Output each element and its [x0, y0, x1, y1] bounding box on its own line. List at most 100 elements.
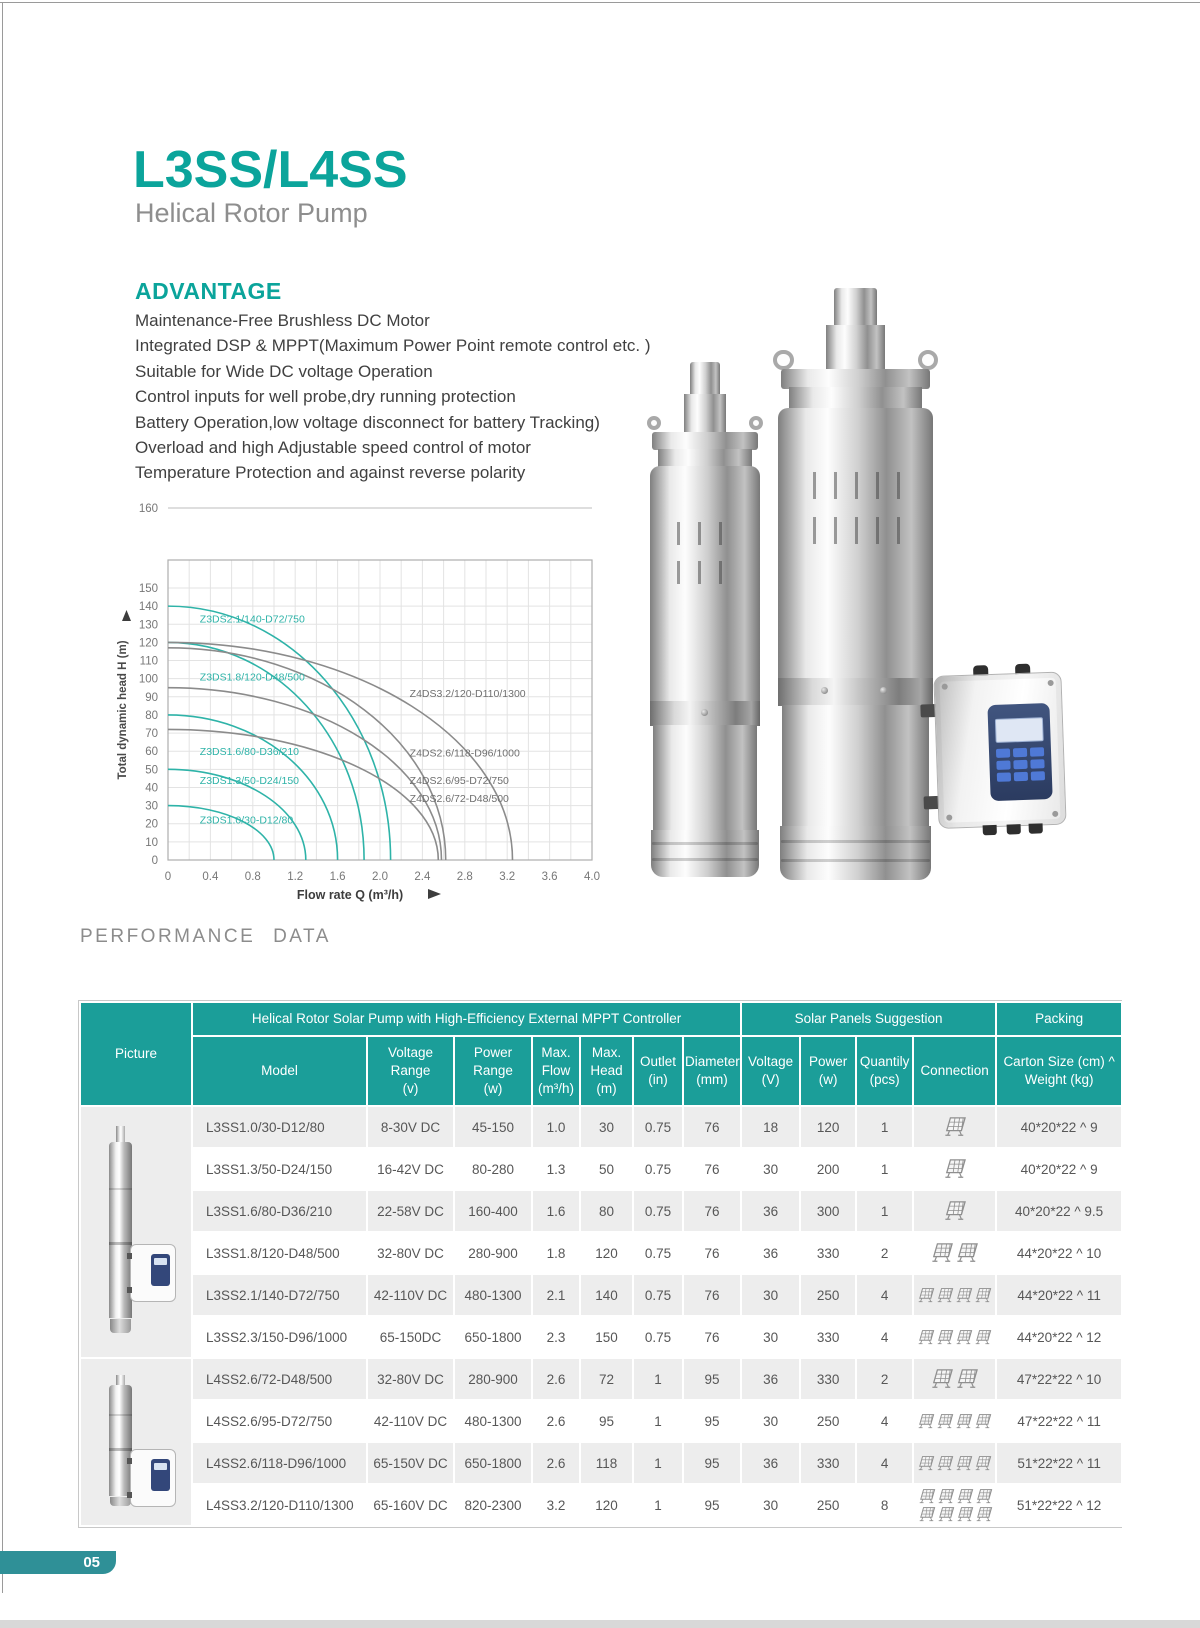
cell-max-head: 50 [579, 1147, 634, 1191]
cell-voltage-range: 8-30V DC [366, 1105, 455, 1149]
table-row: L3SS1.8/120-D48/500 32-80V DC 280-900 1.8 12… [80, 1231, 1124, 1275]
cell-power-range: 820-2300 [453, 1483, 533, 1527]
cell-model: L4SS3.2/120-D110/1300 [191, 1483, 368, 1527]
svg-text:60: 60 [145, 746, 158, 758]
cell-sp-qty: 4 [855, 1273, 915, 1317]
cell-carton: 40*20*22 ^ 9 [995, 1147, 1124, 1191]
col-header-sp-voltage: Voltage (V) [740, 1035, 802, 1107]
cell-voltage-range: 65-160V DC [366, 1483, 455, 1527]
svg-text:Z4DS2.6/118-D96/1000: Z4DS2.6/118-D96/1000 [410, 748, 520, 760]
performance-data-heading: PERFORMANCE DATA [80, 926, 331, 947]
cell-sp-power: 300 [799, 1189, 858, 1233]
solar-panel-icon [975, 1413, 992, 1428]
cell-sp-qty: 1 [855, 1105, 915, 1149]
solar-panel-icon [937, 1455, 954, 1470]
panel-connection-diagram [915, 1455, 994, 1472]
foot-groove [652, 858, 758, 862]
table-row: L3SS1.6/80-D36/210 22-58V DC 160-400 1.6 80 0… [80, 1189, 1124, 1233]
cell-voltage-range: 16-42V DC [366, 1147, 455, 1191]
cell-max-head: 120 [579, 1231, 634, 1275]
svg-text:10: 10 [145, 837, 158, 849]
page-top-border [0, 2, 1200, 3]
svg-text:1.6: 1.6 [330, 871, 346, 883]
col-header-power-range: Power Range (w) [453, 1035, 533, 1107]
solar-panel-icon [944, 1159, 966, 1178]
cell-max-head: 140 [579, 1273, 634, 1317]
cell-diameter: 95 [681, 1483, 743, 1527]
cell-outlet: 0.75 [632, 1273, 684, 1317]
cell-power-range: 280-900 [453, 1357, 533, 1401]
solar-panel-icon [956, 1287, 973, 1302]
vent-slots [669, 560, 741, 585]
advantage-item: Suitable for Wide DC voltage Operation [135, 361, 433, 381]
cell-sp-power: 250 [799, 1399, 858, 1443]
mini-pump-image [109, 1126, 132, 1334]
table-row: L3SS2.3/150-D96/1000 65-150DC 650-1800 2.3 1… [80, 1315, 1124, 1359]
svg-text:Z3DS1.8/120-D48/500: Z3DS1.8/120-D48/500 [200, 671, 305, 683]
pump-neck [788, 387, 923, 409]
solar-panel-icon [937, 1329, 954, 1344]
cell-model: L4SS2.6/95-D72/750 [191, 1399, 368, 1443]
pump-with-controller-image [91, 1117, 181, 1347]
svg-text:2.4: 2.4 [414, 871, 431, 883]
pump-neck [657, 448, 753, 468]
svg-text:50: 50 [145, 764, 158, 776]
cell-sp-voltage: 36 [740, 1189, 802, 1233]
cell-diameter: 95 [681, 1399, 743, 1443]
cell-voltage-range: 42-110V DC [366, 1399, 455, 1443]
pump-joint-band [778, 677, 933, 706]
table-row: L4SS2.6/72-D48/500 32-80V DC 280-900 2.6 72 1… [79, 1357, 1124, 1527]
screw [946, 814, 953, 821]
svg-text:120: 120 [139, 637, 158, 649]
cell-max-flow: 2.1 [531, 1273, 581, 1317]
panel-connection-diagram [915, 1287, 994, 1304]
cell-max-head: 72 [579, 1357, 634, 1401]
cell-model: L3SS2.3/150-D96/1000 [191, 1315, 368, 1359]
controller-button [1012, 747, 1028, 758]
pump-collar [781, 368, 930, 389]
col-header-max-head: Max. Head (m) [579, 1035, 634, 1107]
controller-button [1013, 771, 1029, 782]
solar-panel-icon [957, 1506, 973, 1521]
cell-sp-power: 330 [799, 1231, 858, 1275]
svg-text:3.2: 3.2 [499, 871, 515, 883]
svg-text:Z3DS2.1/140-D72/750: Z3DS2.1/140-D72/750 [200, 613, 305, 625]
col-header-voltage-range: Voltage Range (v) [366, 1035, 455, 1107]
cell-sp-power: 200 [799, 1147, 858, 1191]
svg-text:Total dynamic head H (m): Total dynamic head H (m) [117, 640, 129, 779]
cell-max-flow: 3.2 [531, 1483, 581, 1527]
solar-panel-icon [918, 1287, 935, 1302]
col-header-sp-qty: Quantily (pcs) [855, 1035, 915, 1107]
cell-power-range: 80-280 [453, 1147, 533, 1191]
advantage-item: Control inputs for well probe,dry runnin… [135, 387, 516, 407]
panel-connection-diagram [915, 1242, 994, 1264]
screw [700, 708, 708, 716]
cell-power-range: 280-900 [453, 1231, 533, 1275]
svg-text:130: 130 [139, 619, 158, 631]
svg-text:110: 110 [140, 656, 158, 668]
solar-panel-icon [975, 1455, 992, 1470]
cell-carton: 47*22*22 ^ 11 [995, 1399, 1124, 1443]
solar-panel-icon [976, 1506, 992, 1521]
cell-diameter: 76 [681, 1105, 743, 1149]
cell-outlet: 1 [632, 1483, 684, 1527]
cell-sp-voltage: 30 [740, 1147, 802, 1191]
advantage-item: Temperature Protection and against rever… [135, 463, 526, 483]
panel-connection-diagram [915, 1488, 995, 1523]
cell-voltage-range: 65-150DC [366, 1315, 455, 1359]
svg-text:0.4: 0.4 [202, 871, 219, 883]
panel-connection-diagram [915, 1158, 994, 1180]
pump-coupling [684, 394, 726, 434]
svg-text:160: 160 [139, 503, 158, 515]
advantage-list: Maintenance-Free Brushless DC Motor Integ… [135, 308, 655, 486]
cell-sp-power: 330 [799, 1315, 858, 1359]
solar-panel-icon [918, 1413, 935, 1428]
col-header-carton: Carton Size (cm) ^ Weight (kg) [995, 1035, 1124, 1107]
cell-max-flow: 1.0 [531, 1105, 581, 1149]
solar-panel-icon [944, 1117, 966, 1136]
cell-sp-qty: 8 [855, 1483, 915, 1527]
solar-panel-icon [956, 1329, 973, 1344]
cell-connection [912, 1441, 998, 1485]
cell-sp-qty: 4 [855, 1441, 915, 1485]
